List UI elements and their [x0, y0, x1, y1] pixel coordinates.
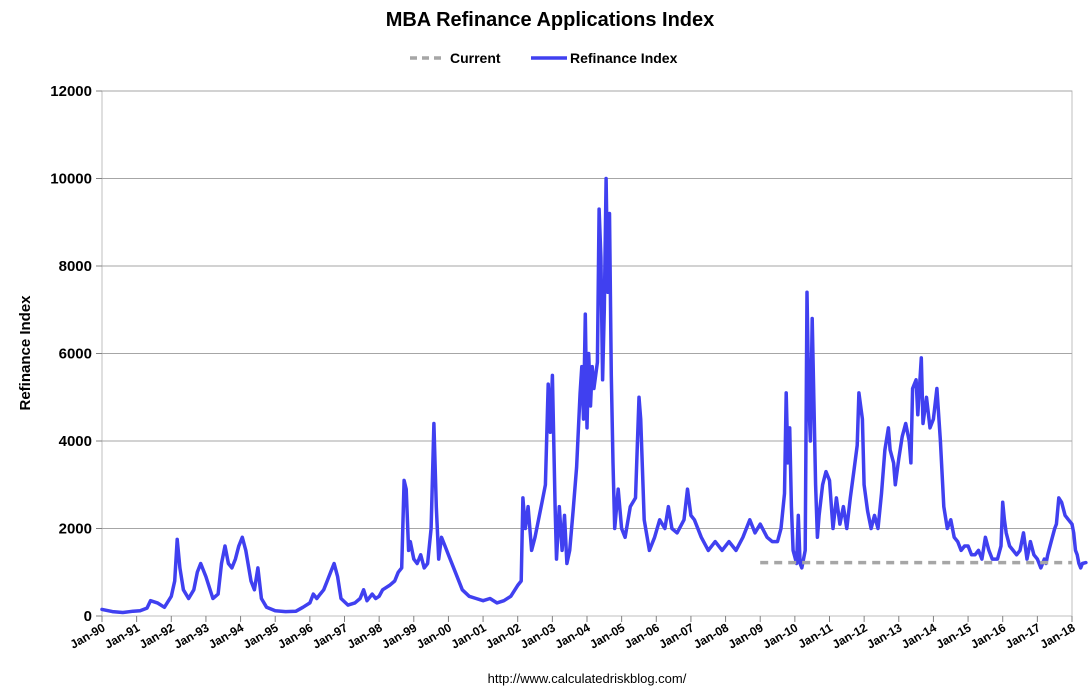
x-tick-label: Jan-17	[1003, 620, 1043, 651]
series-layer	[100, 176, 1088, 615]
x-tick-label: Jan-10	[760, 620, 800, 651]
x-tick-label: Jan-09	[726, 620, 766, 651]
y-tick-label: 4000	[59, 433, 92, 450]
x-tick-label: Jan-08	[691, 620, 731, 651]
x-tick-label: Jan-96	[275, 620, 315, 651]
x-tick-label: Jan-12	[830, 620, 870, 651]
y-tick-label: 0	[84, 608, 92, 625]
y-tick-label: 12000	[50, 83, 92, 100]
legend: Current Refinance Index	[410, 50, 678, 66]
y-tick-label: 10000	[50, 171, 92, 188]
y-tick-label: 2000	[59, 521, 92, 538]
chart-title: MBA Refinance Applications Index	[386, 9, 715, 31]
x-tick-label: Jan-05	[587, 620, 627, 651]
x-tick-label: Jan-91	[102, 620, 142, 651]
x-tick-label: Jan-02	[483, 620, 523, 651]
x-tick-label: Jan-98	[345, 620, 385, 651]
x-tick-label: Jan-04	[553, 620, 593, 651]
x-tick-label: Jan-15	[934, 620, 974, 651]
x-tick-label: Jan-11	[796, 620, 836, 651]
x-tick-label: Jan-07	[656, 620, 696, 651]
x-tick-label: Jan-97	[310, 620, 350, 651]
x-tick-label: Jan-94	[206, 620, 246, 651]
y-tick-label: 8000	[59, 258, 92, 275]
x-tick-label: Jan-99	[379, 620, 419, 651]
x-tick-label: Jan-92	[137, 620, 177, 651]
x-tick-label: Jan-00	[414, 620, 454, 651]
y-tick-label: 6000	[59, 346, 92, 363]
x-tick-label: Jan-95	[241, 620, 281, 651]
legend-refinance-label: Refinance Index	[570, 50, 678, 66]
y-axis-ticks: 0 2000 4000 6000 8000 10000 12000	[50, 83, 102, 625]
x-tick-label: Jan-01	[449, 620, 489, 651]
x-tick-label: Jan-03	[518, 620, 558, 651]
x-tick-label: Jan-93	[171, 620, 211, 651]
x-tick-label: Jan-90	[68, 620, 108, 651]
x-tick-label: Jan-06	[622, 620, 662, 651]
series-line-refinance-index	[100, 176, 1088, 615]
y-axis-label: Refinance Index	[17, 295, 34, 411]
source-text: http://www.calculatedriskblog.com/	[488, 671, 687, 686]
legend-current-label: Current	[450, 50, 501, 66]
x-tick-label: Jan-14	[899, 620, 939, 651]
x-tick-label: Jan-13	[864, 620, 904, 651]
x-axis-ticks: Jan-90Jan-91Jan-92Jan-93Jan-94Jan-95Jan-…	[68, 616, 1078, 652]
x-tick-label: Jan-18	[1038, 620, 1078, 651]
x-tick-label: Jan-16	[968, 620, 1008, 651]
